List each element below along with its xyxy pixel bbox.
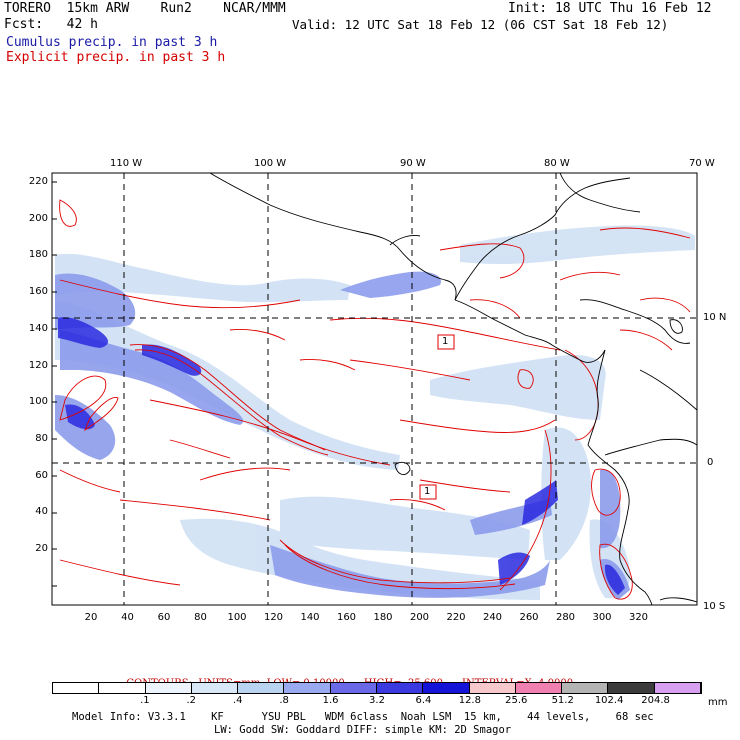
colorbar-swatch <box>191 683 239 693</box>
legend-cumulus: Cumulus precip. in past 3 h <box>6 35 218 50</box>
colorbar-label: .4 <box>232 695 243 706</box>
colorbar-swatch <box>562 683 609 693</box>
model-info-line2: LW: Godd SW: Goddard DIFF: simple KM: 2D… <box>214 724 512 736</box>
x-tick-label: 320 <box>628 612 649 623</box>
x-tick-label: 240 <box>482 612 503 623</box>
colorbar-swatch <box>53 683 100 693</box>
colorbar-swatch <box>330 683 377 693</box>
colorbar-swatch <box>284 683 331 693</box>
cumulus-precip-light <box>55 225 695 600</box>
x-tick-label: 180 <box>373 612 393 623</box>
colorbar-swatch <box>376 683 424 693</box>
header-valid: Valid: 12 UTC Sat 18 Feb 12 (06 CST Sat … <box>292 17 669 32</box>
x-tick-label: 160 <box>336 612 357 623</box>
colorbar-swatch <box>238 683 285 693</box>
lat-label-0: 0 <box>707 457 714 468</box>
x-tick-label: 20 <box>84 612 98 623</box>
y-tick-label: 120 <box>28 359 48 371</box>
colorbar-unit: mm <box>708 697 728 708</box>
map-label-1a: 1 <box>442 336 449 347</box>
y-tick-label: 80 <box>35 432 48 444</box>
y-tick-label: 60 <box>35 469 48 481</box>
y-tick-label: 200 <box>28 212 48 224</box>
axis-ticks <box>52 181 57 587</box>
colorbar-label: 1.6 <box>322 695 339 706</box>
colorbar-label: 102.4 <box>594 695 624 706</box>
colorbar-swatch <box>99 683 146 693</box>
colorbar-label: .2 <box>186 695 197 706</box>
x-tick-label: 200 <box>409 612 430 623</box>
colorbar-label: 6.4 <box>415 695 432 706</box>
y-tick-label: 160 <box>28 286 48 298</box>
x-tick-label: 280 <box>555 612 576 623</box>
lon-label-70w: 70 W <box>689 158 715 169</box>
lon-label-110w: 110 W <box>110 158 143 169</box>
coastlines <box>209 173 697 605</box>
x-tick-label: 120 <box>263 612 284 623</box>
colorbar-swatch <box>423 683 470 693</box>
x-tick-label: 60 <box>157 612 171 623</box>
header-forecast: Fcst: 42 h <box>4 17 98 32</box>
y-tick-label: 20 <box>35 543 48 554</box>
colorbar-swatch <box>145 683 192 693</box>
colorbar-label: 25.6 <box>505 695 528 706</box>
x-tick-label: 100 <box>227 612 247 623</box>
lat-label-10s: 10 S <box>703 601 726 612</box>
colorbar-label: 12.8 <box>458 695 481 706</box>
legend-explicit: Explicit precip. in past 3 h <box>6 50 226 65</box>
x-tick-label: 80 <box>194 612 207 623</box>
y-tick-label: 100 <box>28 396 48 408</box>
y-tick-label: 140 <box>28 322 48 334</box>
colorbar-swatch <box>654 683 701 693</box>
colorbar-swatch <box>515 683 563 693</box>
colorbar-label: .1 <box>140 695 150 706</box>
y-tick-label: 40 <box>35 506 48 518</box>
map-label-1b: 1 <box>424 486 431 497</box>
header-init: Init: 18 UTC Thu 16 Feb 12 <box>508 1 712 16</box>
colorbar <box>52 682 702 694</box>
header-title: TORERO 15km ARW Run2 NCAR/MMM <box>4 1 286 16</box>
x-tick-label: 260 <box>519 612 539 623</box>
colorbar-label: 204.8 <box>641 695 670 706</box>
x-tick-label: 220 <box>446 612 466 623</box>
y-tick-label: 220 <box>28 176 48 187</box>
explicit-precip-contours <box>59 199 691 600</box>
colorbar-labels: .1 .2 .4 .8 1.6 3.2 6.4 12.8 25.6 51.2 102.4 204.8 <box>52 695 702 707</box>
lon-label-90w: 90 W <box>400 158 426 169</box>
lat-label-10n: 10 N <box>703 312 727 323</box>
x-tick-label: 140 <box>300 612 320 623</box>
latlon-grid <box>52 173 697 605</box>
x-tick-label: 300 <box>592 612 612 623</box>
lon-label-80w: 80 W <box>544 158 570 169</box>
colorbar-label: 3.2 <box>369 695 385 706</box>
x-tick-label: 40 <box>121 612 134 623</box>
colorbar-swatch <box>608 683 655 693</box>
colorbar-label: 51.2 <box>551 695 574 706</box>
lon-label-100w: 100 W <box>254 158 287 169</box>
colorbar-label: .8 <box>279 695 289 706</box>
y-tick-label: 180 <box>28 249 48 261</box>
model-info-line1: Model Info: V3.3.1 KF YSU PBL WDM 6class… <box>72 711 654 723</box>
colorbar-swatch <box>469 683 516 693</box>
